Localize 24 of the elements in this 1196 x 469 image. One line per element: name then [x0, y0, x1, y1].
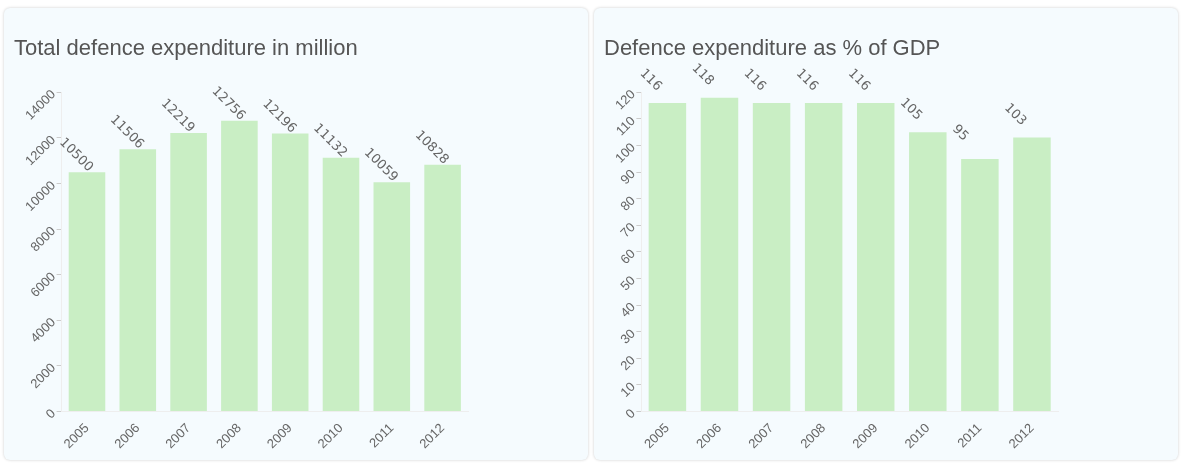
y-tick-label: 70: [617, 219, 639, 241]
data-label: 116: [845, 65, 874, 94]
y-tick-label: 120: [612, 86, 639, 113]
chart-title: Defence expenditure as % of GDP: [604, 35, 941, 61]
y-tick-label: 110: [612, 113, 639, 139]
y-tick-label: 0: [622, 405, 639, 422]
y-tick-label: 80: [617, 192, 639, 214]
y-tick-label: 40: [617, 299, 639, 321]
data-label: 116: [793, 65, 822, 94]
data-label: 95: [949, 121, 973, 144]
data-label: 116: [637, 65, 666, 94]
chart-title: Total defence expenditure in million: [14, 35, 358, 61]
y-tick-label: 30: [617, 325, 639, 347]
data-label: 103: [1001, 99, 1031, 128]
y-tick-label: 100: [612, 139, 639, 166]
data-label: 116: [741, 65, 770, 94]
y-tick-label: 20: [617, 352, 639, 374]
y-tick-label: 10: [617, 378, 639, 400]
data-label: 118: [689, 59, 718, 89]
data-label: 105: [897, 94, 926, 123]
y-tick-label: 90: [617, 166, 639, 188]
y-tick-label: 60: [617, 246, 639, 267]
y-tick-label: 50: [617, 272, 639, 294]
y-tick-label: 0: [42, 405, 59, 422]
